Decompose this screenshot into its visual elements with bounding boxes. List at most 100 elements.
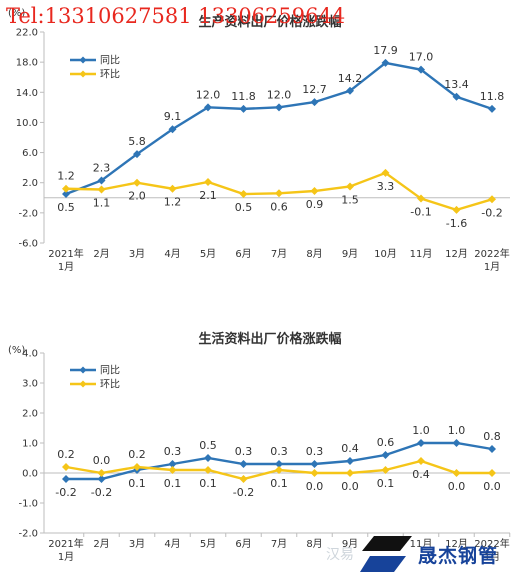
x-tick-label: 2月 [93,538,109,550]
legend-label: 环比 [100,69,120,81]
logo-subtext: 汉易 [326,547,354,563]
x-tick-line: 12月 [445,538,468,550]
data-label-yoy: 0.3 [306,445,324,458]
data-label-yoy: 0.5 [57,201,75,214]
x-tick-label: 2月 [93,248,109,260]
data-label-yoy: 2.3 [93,161,111,174]
data-point-yoy [62,475,70,483]
y-unit-label: (%) [8,345,25,356]
phone-watermark: Tel:13310627581 13306259644 [6,4,346,28]
data-point-yoy [204,103,212,112]
data-label-mom: 1.2 [164,196,182,209]
data-point-mom [488,469,496,477]
y-tick-label: 18.0 [16,58,38,69]
data-point-yoy [488,104,496,113]
data-label-yoy: 0.4 [341,442,359,455]
data-point-mom [239,475,248,483]
y-tick-label: -2.0 [18,208,38,219]
data-label-yoy: 0.8 [483,430,501,443]
x-tick-label: 3月 [129,248,145,260]
data-label-mom: 3.3 [377,180,395,193]
data-point-yoy [381,58,390,67]
data-point-yoy [168,460,177,468]
data-label-mom: 1.1 [93,196,111,209]
data-label-mom: 2.1 [199,189,217,202]
x-tick-line: 4月 [164,248,180,260]
data-label-yoy: 5.8 [128,135,146,148]
data-point-yoy [97,475,106,483]
legend-marker [79,380,87,388]
x-tick-label: 11月 [410,538,433,550]
data-point-mom [204,466,212,474]
data-label-mom: 0.0 [341,480,359,493]
legend-marker [79,56,87,64]
data-point-mom [168,184,177,193]
data-point-yoy [275,103,283,112]
data-label-mom: -1.6 [446,217,467,230]
logo-mark-icon [360,536,412,572]
x-tick-label: 8月 [306,248,322,260]
data-label-mom: 0.1 [164,477,182,490]
x-tick-label: 2021年 1月 [48,537,83,563]
x-tick-label: 2022年 1月 [474,247,509,273]
data-label-mom: 0.5 [235,201,253,214]
x-tick-line: 9月 [342,248,358,260]
data-point-mom [417,194,425,203]
x-tick-line: 1月 [58,551,74,563]
y-tick-label: 22.0 [16,28,38,39]
x-tick-label: 10月 [374,248,397,260]
x-tick-line: 9月 [342,538,358,550]
x-tick-line: 6月 [235,538,251,550]
x-tick-line: 11月 [410,248,433,260]
x-tick-line: 7月 [271,538,287,550]
x-tick-line: 8月 [306,248,322,260]
data-point-mom [310,187,319,196]
data-label-yoy: 0.5 [199,439,217,452]
data-label-yoy: 0.3 [164,445,182,458]
y-tick-label: 3.0 [22,379,38,390]
data-label-mom: 0.6 [270,200,288,213]
data-label-yoy: 17.9 [373,44,398,57]
x-tick-line: 2022年 [474,247,509,260]
data-point-yoy [488,445,496,453]
data-label-mom: 0.4 [412,468,430,481]
data-label-yoy: -0.2 [55,486,76,499]
data-label-mom: 0.0 [306,480,324,493]
data-point-mom [168,466,177,474]
y-tick-label: 2.0 [22,178,38,189]
x-tick-label: 2021年 1月 [48,247,83,273]
data-label-yoy: 1.0 [412,424,430,437]
x-tick-line: 5月 [200,248,216,260]
data-point-yoy [417,65,425,74]
data-point-mom [204,177,212,186]
data-point-mom [97,469,106,477]
data-label-yoy: 11.8 [480,90,505,103]
data-label-yoy: -0.2 [91,486,112,499]
data-point-mom [381,168,390,177]
logo-name: 晟杰钢管 [418,544,499,567]
y-tick-label: -6.0 [18,239,38,250]
data-label-yoy: 12.0 [267,88,292,101]
x-tick-line: 7月 [271,248,287,260]
data-label-mom: -0.2 [481,206,502,219]
series-line-yoy [65,61,493,196]
x-tick-line: 10月 [374,248,397,260]
y-tick-label: 14.0 [16,88,38,99]
data-point-yoy [310,98,319,107]
data-label-yoy: 17.0 [409,51,434,64]
y-unit-label: (%) [8,8,25,19]
data-label-yoy: 14.2 [338,72,363,85]
data-point-mom [275,189,283,198]
x-tick-line: 1月 [484,261,500,273]
x-tick-line: 2021年 [48,537,83,550]
x-tick-label: 9月 [342,248,358,260]
data-point-mom [452,205,461,214]
data-point-mom [452,469,461,477]
legend-label: 同比 [100,55,120,67]
y-tick-label: 4.0 [22,349,38,360]
y-tick-label: -1.0 [18,499,38,510]
x-tick-line: 4月 [164,538,180,550]
data-label-mom: 0.1 [199,477,217,490]
x-tick-label: 3月 [129,538,145,550]
x-tick-label: 6月 [235,248,251,260]
